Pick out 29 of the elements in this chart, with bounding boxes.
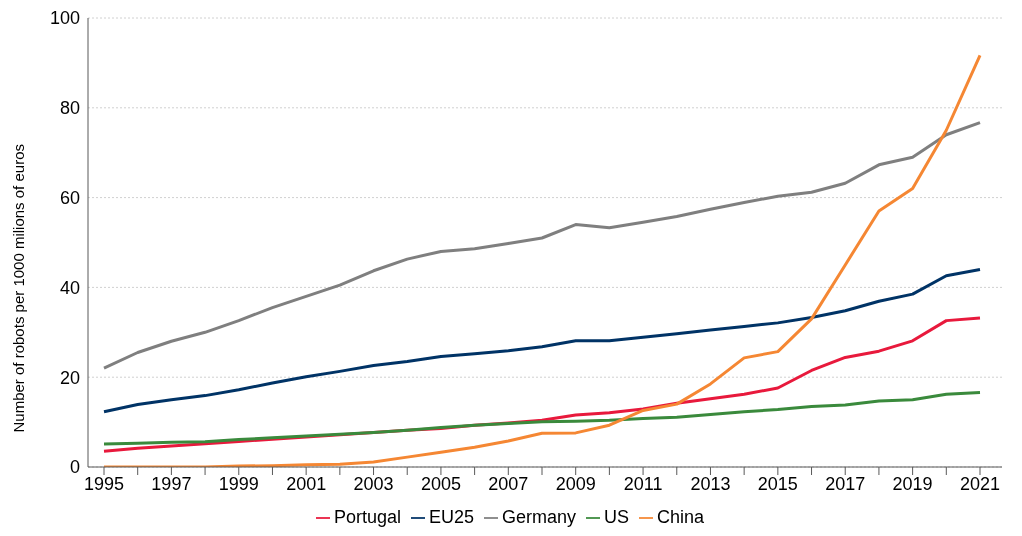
legend-label: Portugal — [333, 507, 401, 527]
y-tick-label: 40 — [59, 277, 80, 298]
x-tick-label: 2015 — [757, 473, 798, 494]
legend-label: EU25 — [428, 507, 474, 527]
y-tick-label: 100 — [49, 8, 80, 29]
line-series — [102, 390, 982, 446]
legend-label: China — [657, 507, 705, 527]
x-tick-label: 2007 — [488, 473, 529, 494]
y-tick-label: 0 — [69, 457, 80, 478]
x-tick-label: 2005 — [420, 473, 461, 494]
x-tick-label: 2021 — [959, 473, 1001, 494]
x-tick-label: 2019 — [892, 473, 933, 494]
y-tick-label: 60 — [59, 187, 80, 208]
x-tick-label: 2017 — [825, 473, 866, 494]
x-tick-label: 2013 — [690, 473, 731, 494]
legend-label: Germany — [502, 507, 577, 527]
x-tick-label: 2001 — [286, 473, 327, 494]
y-tick-label: 80 — [59, 98, 80, 119]
y-axis-title: Number of robots per 1000 milions of euros — [10, 144, 28, 433]
y-tick-label: 20 — [59, 367, 80, 388]
line-series — [102, 267, 982, 414]
x-tick-label: 1999 — [218, 473, 259, 494]
x-tick-label: 2009 — [555, 473, 596, 494]
line-series — [102, 121, 982, 370]
x-tick-label: 2011 — [623, 473, 663, 494]
x-tick-label: 1995 — [83, 473, 125, 494]
x-tick-label: 2003 — [353, 473, 394, 494]
legend-label: US — [604, 507, 630, 527]
x-tick-label: 1997 — [151, 473, 192, 494]
